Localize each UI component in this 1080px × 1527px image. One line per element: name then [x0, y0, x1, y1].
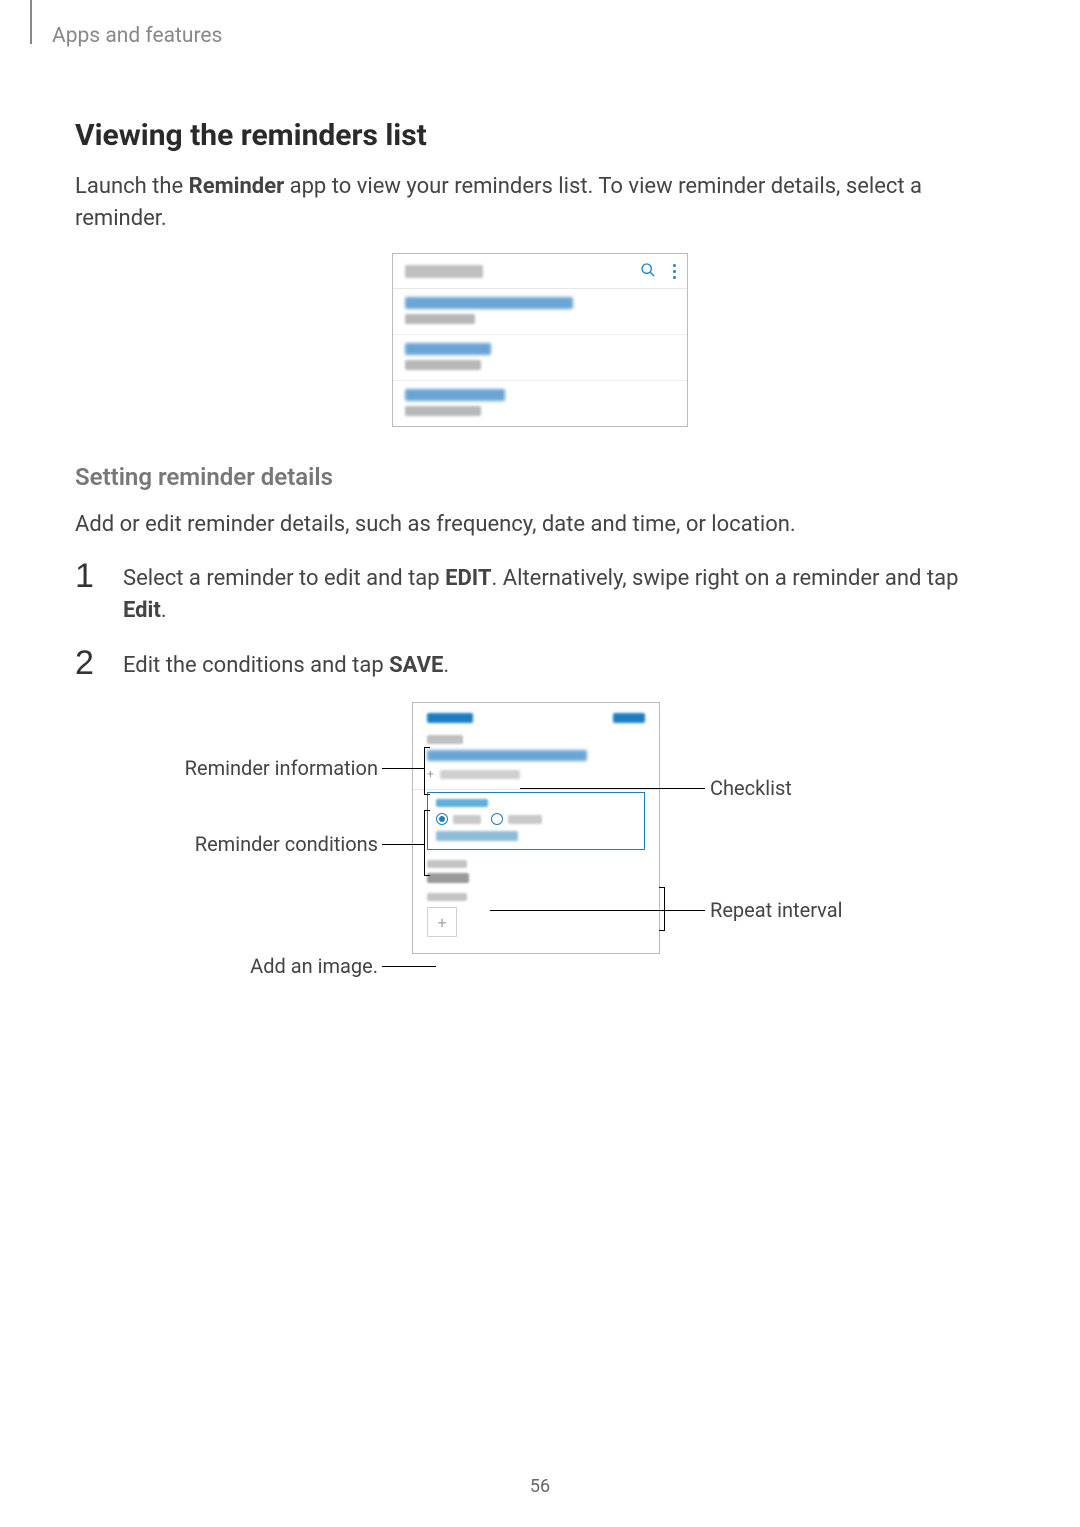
- callout-checklist: Checklist: [710, 776, 792, 800]
- info-label-blurred: [427, 735, 463, 744]
- page-content: Viewing the reminders list Launch the Re…: [0, 0, 1080, 1032]
- callout-brace: [424, 810, 425, 876]
- radio-time[interactable]: [436, 813, 481, 825]
- numbered-steps: 1 Select a reminder to edit and tap EDIT…: [75, 559, 1005, 683]
- edit-info-section: +: [413, 731, 659, 787]
- reminder-item-time-blurred: [405, 406, 481, 416]
- datetime-blurred[interactable]: [436, 831, 518, 841]
- section-heading: Viewing the reminders list: [75, 118, 1005, 153]
- callout-line: [490, 910, 705, 911]
- radio-row: [436, 813, 636, 825]
- image-label-blurred: [427, 893, 467, 901]
- callout-brace: [424, 747, 425, 795]
- callout-reminder-cond: Reminder conditions: [160, 832, 378, 856]
- reminders-header-icons: [640, 262, 677, 282]
- callout-repeat: Repeat interval: [710, 898, 842, 922]
- radio-time-label: [453, 815, 481, 824]
- plus-icon: +: [427, 767, 434, 781]
- step1-c: . Alternatively, swipe right on a remind…: [492, 566, 959, 591]
- callout-add-image: Add an image.: [160, 954, 378, 978]
- screenshot-edit-reminder-figure: +: [170, 702, 910, 1032]
- step2-c: .: [443, 653, 449, 678]
- conditions-label-blurred: [436, 799, 488, 807]
- callout-brace: [664, 887, 665, 931]
- step2-bold1: SAVE: [389, 653, 443, 678]
- reminder-title-blurred[interactable]: [427, 750, 587, 761]
- reminder-list-item[interactable]: [393, 335, 687, 381]
- callout-tick: [424, 875, 430, 876]
- step-1: 1 Select a reminder to edit and tap EDIT…: [75, 559, 1005, 627]
- step1-d: .: [161, 598, 167, 623]
- callout-tick: [424, 810, 430, 811]
- step-number: 1: [75, 559, 103, 627]
- repeat-section[interactable]: [413, 856, 659, 889]
- intro-text-a: Launch the: [75, 174, 189, 199]
- more-icon[interactable]: [672, 262, 677, 281]
- callout-tick: [659, 930, 665, 931]
- conditions-box: [427, 792, 645, 850]
- step2-a: Edit the conditions and tap: [123, 653, 389, 678]
- screenshot-reminders-list-wrap: [75, 253, 1005, 427]
- cancel-button-blurred[interactable]: [427, 713, 473, 723]
- intro-bold: Reminder: [189, 174, 285, 199]
- step1-a: Select a reminder to edit and tap: [123, 566, 445, 591]
- reminder-list-item[interactable]: [393, 381, 687, 426]
- callout-tick: [659, 887, 665, 888]
- reminder-item-time-blurred: [405, 360, 481, 370]
- reminder-list-item[interactable]: [393, 289, 687, 335]
- page-header: Apps and features: [30, 20, 222, 48]
- callout-tick: [424, 794, 430, 795]
- callout-tick: [424, 747, 430, 748]
- step1-bold1: EDIT: [445, 566, 491, 591]
- reminder-item-title-blurred: [405, 343, 491, 355]
- callout-line: [382, 768, 424, 769]
- repeat-label-blurred: [427, 860, 467, 868]
- checklist-label-blurred: [440, 770, 520, 779]
- callout-line: [382, 844, 424, 845]
- reminder-item-title-blurred: [405, 389, 505, 401]
- step-2: 2 Edit the conditions and tap SAVE.: [75, 646, 1005, 682]
- reminders-title-blurred: [405, 265, 483, 278]
- section-intro: Launch the Reminder app to view your rem…: [75, 171, 1005, 235]
- edit-header: [413, 703, 659, 731]
- reminder-item-title-blurred: [405, 297, 573, 309]
- repeat-value-blurred: [427, 873, 469, 883]
- callout-reminder-info: Reminder information: [160, 756, 378, 780]
- add-image-button[interactable]: +: [427, 907, 457, 937]
- radio-place[interactable]: [491, 813, 542, 825]
- callout-line: [520, 788, 705, 789]
- screenshot-reminders-list: [392, 253, 688, 427]
- page-number: 56: [0, 1476, 1080, 1497]
- header-corner-bar: [30, 0, 32, 44]
- search-icon[interactable]: [640, 262, 656, 282]
- chapter-title: Apps and features: [52, 20, 222, 48]
- radio-place-label: [508, 815, 542, 824]
- reminder-item-time-blurred: [405, 314, 475, 324]
- step1-bold2: Edit: [123, 598, 161, 623]
- divider: [413, 789, 659, 790]
- checklist-row[interactable]: +: [427, 767, 645, 781]
- subsection-intro: Add or edit reminder details, such as fr…: [75, 509, 1005, 541]
- screenshot-edit-reminder: +: [412, 702, 660, 954]
- step-number: 2: [75, 646, 103, 682]
- callout-line: [382, 966, 436, 967]
- reminders-header: [393, 254, 687, 289]
- image-section: +: [413, 889, 659, 943]
- subsection-heading: Setting reminder details: [75, 463, 1005, 491]
- step-2-text: Edit the conditions and tap SAVE.: [123, 646, 449, 682]
- save-button-blurred[interactable]: [613, 713, 645, 723]
- screenshot-edit-reminder-wrap: +: [75, 702, 1005, 1032]
- step-1-text: Select a reminder to edit and tap EDIT. …: [123, 559, 1005, 627]
